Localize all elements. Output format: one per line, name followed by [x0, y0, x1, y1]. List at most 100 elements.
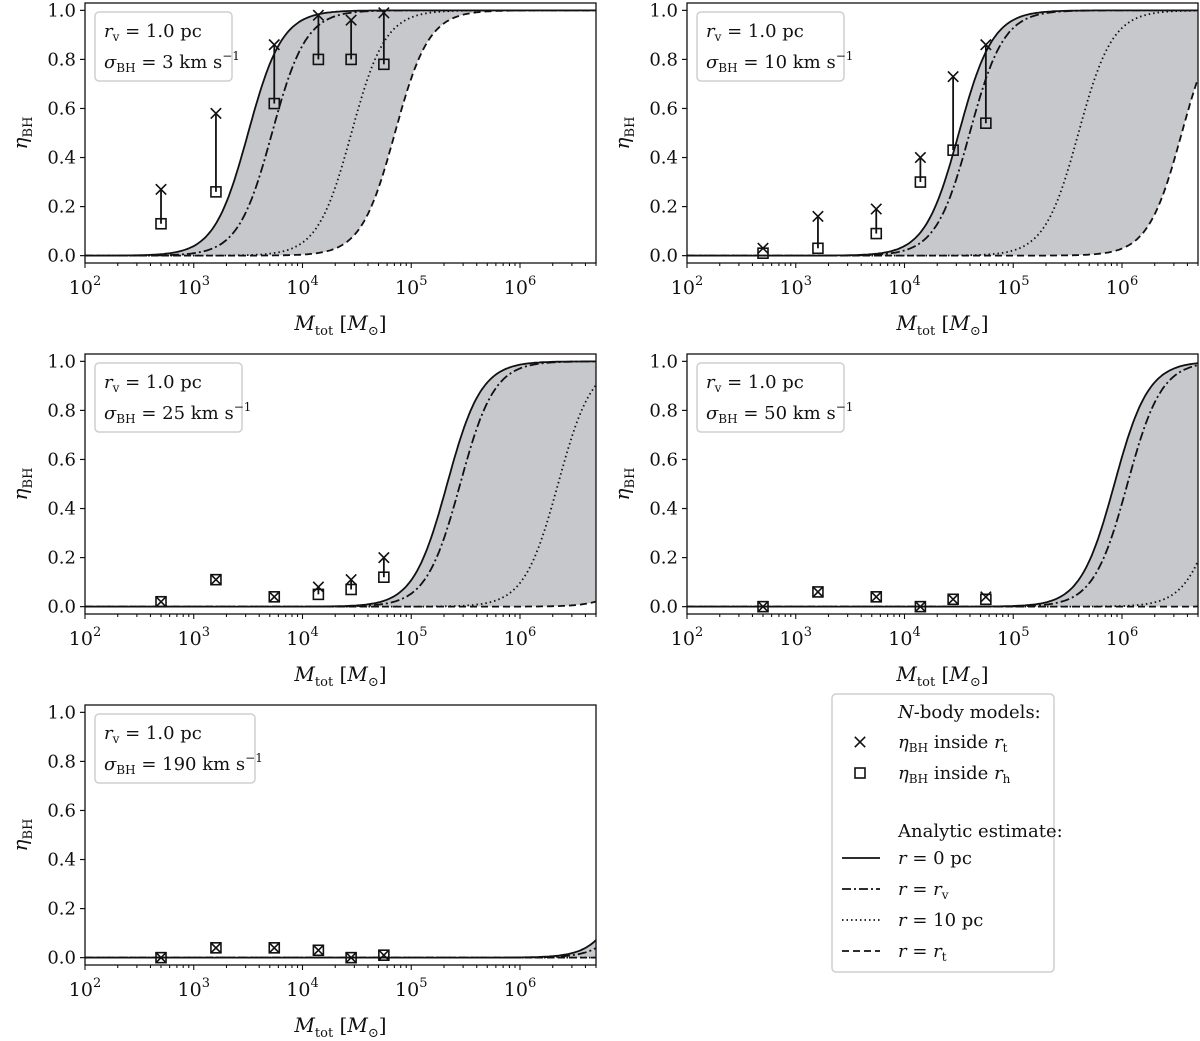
y-tick-label: 1.0: [47, 702, 76, 723]
shaded-band: [85, 10, 596, 256]
marker-square-rh: [757, 600, 769, 613]
marker-cross-rt: [812, 210, 824, 223]
x-tick-label: 105: [997, 625, 1029, 650]
x-tick-label: 103: [780, 274, 812, 299]
shaded-band: [687, 363, 1198, 607]
curve-r0: [687, 9, 1198, 257]
curve-rt: [687, 78, 1198, 257]
y-ticks: 0.0 0.2 0.4 0.6 0.8 1.0: [649, 0, 687, 267]
y-tick-label: 0.8: [649, 49, 678, 70]
panel-sigma-3: 0.0 0.2 0.4 0.6 0.8 1.0 ηBH 102 103 104 105 106 Mtot…: [8, 0, 597, 339]
plot-area: [85, 9, 596, 257]
marker-square-rh: [268, 942, 281, 954]
y-axis-label: ηBH: [8, 468, 36, 501]
y-tick-label: 0.8: [47, 49, 76, 70]
annotation-box: rv = 1.0 pc σBH = 3 km s−1: [94, 11, 240, 82]
curve-r0: [85, 9, 596, 257]
marker-cross-rt: [757, 242, 769, 255]
x-tick-label: 106: [1106, 274, 1138, 299]
marker-cross-rt: [870, 203, 883, 215]
marker-square-rh: [980, 117, 992, 129]
legend-nbody-header: N-body models:: [897, 702, 1041, 723]
curve-r0: [687, 362, 1198, 608]
y-tick-label: 1.0: [47, 0, 76, 21]
curve-r0: [85, 939, 596, 959]
marker-square-rh: [914, 600, 927, 613]
marker-cross-rt: [312, 944, 325, 957]
y-tick-label: 0.2: [47, 197, 76, 218]
panel-sigma-25: 0.0 0.2 0.4 0.6 0.8 1.0 ηBH 102 103 104 105 106 Mtot…: [8, 351, 597, 690]
y-tick-label: 0.4: [649, 148, 678, 169]
marker-cross-rt: [345, 14, 357, 26]
x-ticks: 102 103 104 105 106: [671, 614, 1199, 650]
panel-sigma-50: 0.0 0.2 0.4 0.6 0.8 1.0 ηBH 102 103 104 105 106 Mtot…: [610, 351, 1199, 690]
curve-10pc: [687, 9, 1198, 257]
marker-cross-rt: [155, 595, 167, 608]
y-tick-label: 0.8: [47, 751, 76, 772]
annotation-box: rv = 1.0 pc σBH = 25 km s−1: [94, 362, 251, 433]
legend-square-marker: [854, 767, 866, 779]
annotation-rv: rv = 1.0 pc: [706, 21, 804, 44]
marker-cross-rt: [155, 951, 167, 964]
shaded-band: [85, 361, 596, 607]
marker-cross-rt: [345, 951, 357, 964]
marker-square-rh: [345, 53, 357, 66]
annotation-sigma: σBH = 25 km s−1: [104, 400, 251, 426]
marker-cross-rt: [947, 593, 959, 606]
y-ticks: 0.0 0.2 0.4 0.6 0.8 1.0: [47, 351, 85, 618]
panel-sigma-10: 0.0 0.2 0.4 0.6 0.8 1.0 ηBH 102 103 104 105 106 Mtot…: [610, 0, 1199, 339]
marker-cross-rt: [812, 586, 824, 598]
x-axis-label: Mtot [M⊙]: [293, 1013, 386, 1041]
annotation-sigma: σBH = 3 km s−1: [104, 49, 240, 75]
y-tick-label: 0.6: [649, 98, 678, 119]
annotation-frame: [94, 362, 243, 433]
plot-area: [687, 9, 1198, 257]
marker-square-rh: [980, 593, 992, 606]
legend-line-label: r = rv: [898, 879, 949, 902]
x-tick-label: 103: [780, 625, 812, 650]
x-tick-label: 102: [671, 625, 703, 650]
y-axis-label: ηBH: [8, 819, 36, 852]
marker-square-rh: [947, 144, 959, 156]
x-axis-label: Mtot [M⊙]: [293, 311, 386, 339]
legend-analytic-header: Analytic estimate:: [897, 821, 1063, 842]
y-tick-label: 0.6: [47, 98, 76, 119]
marker-square-rh: [914, 176, 927, 188]
y-axis-label: ηBH: [8, 117, 36, 150]
y-ticks: 0.0 0.2 0.4 0.6 0.8 1.0: [47, 702, 85, 969]
annotation-box: rv = 1.0 pc σBH = 10 km s−1: [696, 11, 853, 82]
y-tick-label: 0.2: [47, 548, 76, 569]
y-ticks: 0.0 0.2 0.4 0.6 0.8 1.0: [649, 351, 687, 618]
annotation-rv: rv = 1.0 pc: [104, 21, 202, 44]
x-tick-label: 105: [395, 976, 427, 1001]
x-tick-label: 104: [888, 274, 920, 299]
marker-cross-rt: [980, 591, 992, 603]
marker-square-rh: [210, 573, 222, 586]
marker-cross-rt: [870, 591, 883, 603]
x-tick-label: 102: [69, 625, 101, 650]
legend-entry-label: ηBH inside rt: [898, 732, 1008, 755]
annotation-frame: [696, 362, 845, 433]
y-tick-label: 0.8: [649, 400, 678, 421]
y-tick-label: 0.0: [47, 246, 76, 267]
marker-square-rh: [757, 247, 769, 259]
x-ticks: 102 103 104 105 106: [69, 965, 597, 1001]
y-tick-label: 0.4: [649, 499, 678, 520]
curve-rv: [85, 9, 596, 257]
marker-square-rh: [378, 949, 390, 961]
y-ticks: 0.0 0.2 0.4 0.6 0.8 1.0: [47, 0, 85, 267]
marker-square-rh: [268, 97, 281, 110]
panels: 0.0 0.2 0.4 0.6 0.8 1.0 ηBH 102 103 104 105 106 Mtot…: [8, 0, 1199, 1041]
curve-r0: [85, 360, 596, 608]
x-axis-label: Mtot [M⊙]: [895, 311, 988, 339]
annotation-rv: rv = 1.0 pc: [104, 723, 202, 746]
marker-square-rh: [870, 227, 883, 240]
y-tick-label: 0.2: [649, 548, 678, 569]
annotation-frame: [696, 11, 845, 82]
y-tick-label: 0.0: [649, 597, 678, 618]
x-axis-label: Mtot [M⊙]: [895, 662, 988, 690]
x-tick-label: 103: [178, 625, 210, 650]
marker-cross-rt: [210, 573, 222, 586]
annotation-box: rv = 1.0 pc σBH = 190 km s−1: [94, 713, 263, 784]
